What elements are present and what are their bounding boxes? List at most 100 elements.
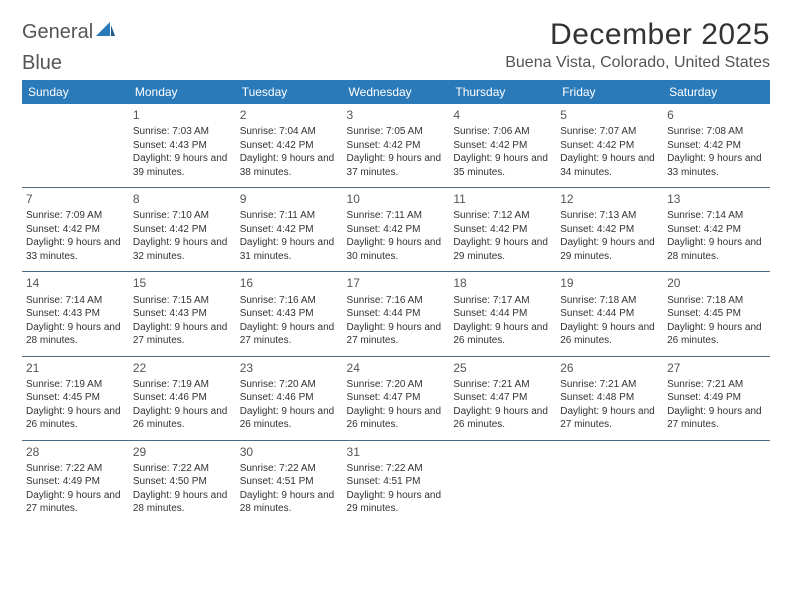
sunset-line: Sunset: 4:45 PM [667, 307, 766, 321]
week-row: 14Sunrise: 7:14 AMSunset: 4:43 PMDayligh… [22, 272, 770, 356]
dow-header: Wednesday [343, 80, 450, 104]
day-number: 28 [26, 444, 125, 460]
daylight-line: Daylight: 9 hours and 28 minutes. [667, 236, 766, 263]
sunrise-line: Sunrise: 7:08 AM [667, 125, 766, 139]
week-row: 21Sunrise: 7:19 AMSunset: 4:45 PMDayligh… [22, 357, 770, 441]
daylight-line: Daylight: 9 hours and 39 minutes. [133, 152, 232, 179]
day-cell [663, 441, 770, 524]
day-number: 17 [347, 275, 446, 291]
sunset-line: Sunset: 4:49 PM [667, 391, 766, 405]
daylight-line: Daylight: 9 hours and 33 minutes. [26, 236, 125, 263]
day-cell: 8Sunrise: 7:10 AMSunset: 4:42 PMDaylight… [129, 188, 236, 272]
daylight-line: Daylight: 9 hours and 26 minutes. [453, 321, 552, 348]
title-block: December 2025 Buena Vista, Colorado, Uni… [505, 18, 770, 72]
sunset-line: Sunset: 4:42 PM [347, 139, 446, 153]
sunset-line: Sunset: 4:44 PM [560, 307, 659, 321]
day-cell: 24Sunrise: 7:20 AMSunset: 4:47 PMDayligh… [343, 357, 450, 441]
logo: General Blue [22, 18, 116, 74]
dow-header: Thursday [449, 80, 556, 104]
day-cell: 17Sunrise: 7:16 AMSunset: 4:44 PMDayligh… [343, 272, 450, 356]
daylight-line: Daylight: 9 hours and 27 minutes. [667, 405, 766, 432]
day-number: 13 [667, 191, 766, 207]
logo-word-1: General [22, 21, 93, 43]
sunrise-line: Sunrise: 7:22 AM [347, 462, 446, 476]
day-cell: 26Sunrise: 7:21 AMSunset: 4:48 PMDayligh… [556, 357, 663, 441]
calendar-table: SundayMondayTuesdayWednesdayThursdayFrid… [22, 80, 770, 524]
sunrise-line: Sunrise: 7:19 AM [133, 378, 232, 392]
day-cell: 1Sunrise: 7:03 AMSunset: 4:43 PMDaylight… [129, 104, 236, 188]
logo-sail-icon [96, 22, 116, 43]
sunrise-line: Sunrise: 7:07 AM [560, 125, 659, 139]
day-number: 3 [347, 107, 446, 123]
day-number: 2 [240, 107, 339, 123]
day-number: 29 [133, 444, 232, 460]
logo-text-wrap: General Blue [22, 22, 116, 74]
sunrise-line: Sunrise: 7:14 AM [667, 209, 766, 223]
sunrise-line: Sunrise: 7:12 AM [453, 209, 552, 223]
day-cell: 11Sunrise: 7:12 AMSunset: 4:42 PMDayligh… [449, 188, 556, 272]
daylight-line: Daylight: 9 hours and 31 minutes. [240, 236, 339, 263]
day-number: 14 [26, 275, 125, 291]
daylight-line: Daylight: 9 hours and 26 minutes. [240, 405, 339, 432]
day-number: 15 [133, 275, 232, 291]
sunrise-line: Sunrise: 7:18 AM [560, 294, 659, 308]
sunrise-line: Sunrise: 7:09 AM [26, 209, 125, 223]
day-number: 6 [667, 107, 766, 123]
dow-header: Saturday [663, 80, 770, 104]
day-cell: 3Sunrise: 7:05 AMSunset: 4:42 PMDaylight… [343, 104, 450, 188]
sunset-line: Sunset: 4:42 PM [560, 139, 659, 153]
sunrise-line: Sunrise: 7:22 AM [240, 462, 339, 476]
day-cell: 19Sunrise: 7:18 AMSunset: 4:44 PMDayligh… [556, 272, 663, 356]
day-cell: 15Sunrise: 7:15 AMSunset: 4:43 PMDayligh… [129, 272, 236, 356]
daylight-line: Daylight: 9 hours and 35 minutes. [453, 152, 552, 179]
day-cell: 7 Sunrise: 7:09 AMSunset: 4:42 PMDaylight… [22, 188, 129, 272]
sunset-line: Sunset: 4:42 PM [667, 139, 766, 153]
sunset-line: Sunset: 4:43 PM [240, 307, 339, 321]
sunrise-line: Sunrise: 7:22 AM [26, 462, 125, 476]
daylight-line: Daylight: 9 hours and 28 minutes. [240, 489, 339, 516]
sunrise-line: Sunrise: 7:06 AM [453, 125, 552, 139]
day-cell: 31Sunrise: 7:22 AMSunset: 4:51 PMDayligh… [343, 441, 450, 524]
day-number: 10 [347, 191, 446, 207]
sunset-line: Sunset: 4:43 PM [26, 307, 125, 321]
logo-word-2: Blue [22, 52, 62, 74]
day-number: 30 [240, 444, 339, 460]
sunset-line: Sunset: 4:42 PM [347, 223, 446, 237]
sunrise-line: Sunrise: 7:11 AM [347, 209, 446, 223]
day-number: 26 [560, 360, 659, 376]
dow-row: SundayMondayTuesdayWednesdayThursdayFrid… [22, 80, 770, 104]
sunrise-line: Sunrise: 7:16 AM [240, 294, 339, 308]
day-number: 9 [240, 191, 339, 207]
sunset-line: Sunset: 4:48 PM [560, 391, 659, 405]
calendar-page: General Blue December 2025 Buena Vista, … [0, 0, 792, 534]
sunset-line: Sunset: 4:46 PM [240, 391, 339, 405]
day-number: 5 [560, 107, 659, 123]
week-row: 1Sunrise: 7:03 AMSunset: 4:43 PMDaylight… [22, 104, 770, 188]
sunrise-line: Sunrise: 7:04 AM [240, 125, 339, 139]
sunrise-line: Sunrise: 7:18 AM [667, 294, 766, 308]
daylight-line: Daylight: 9 hours and 26 minutes. [26, 405, 125, 432]
day-cell: 22Sunrise: 7:19 AMSunset: 4:46 PMDayligh… [129, 357, 236, 441]
day-cell [556, 441, 663, 524]
month-title: December 2025 [505, 18, 770, 52]
sunset-line: Sunset: 4:42 PM [26, 223, 125, 237]
day-number: 27 [667, 360, 766, 376]
day-number: 25 [453, 360, 552, 376]
day-cell: 14Sunrise: 7:14 AMSunset: 4:43 PMDayligh… [22, 272, 129, 356]
day-cell: 5Sunrise: 7:07 AMSunset: 4:42 PMDaylight… [556, 104, 663, 188]
sunset-line: Sunset: 4:49 PM [26, 475, 125, 489]
day-cell: 29Sunrise: 7:22 AMSunset: 4:50 PMDayligh… [129, 441, 236, 524]
day-number: 18 [453, 275, 552, 291]
day-cell [449, 441, 556, 524]
day-cell: 21Sunrise: 7:19 AMSunset: 4:45 PMDayligh… [22, 357, 129, 441]
sunrise-line: Sunrise: 7:05 AM [347, 125, 446, 139]
day-cell: 16Sunrise: 7:16 AMSunset: 4:43 PMDayligh… [236, 272, 343, 356]
daylight-line: Daylight: 9 hours and 28 minutes. [26, 321, 125, 348]
day-number: 7 [26, 191, 125, 207]
daylight-line: Daylight: 9 hours and 38 minutes. [240, 152, 339, 179]
sunrise-line: Sunrise: 7:20 AM [240, 378, 339, 392]
day-cell: 30Sunrise: 7:22 AMSunset: 4:51 PMDayligh… [236, 441, 343, 524]
sunset-line: Sunset: 4:42 PM [240, 223, 339, 237]
sunset-line: Sunset: 4:42 PM [667, 223, 766, 237]
day-number: 21 [26, 360, 125, 376]
